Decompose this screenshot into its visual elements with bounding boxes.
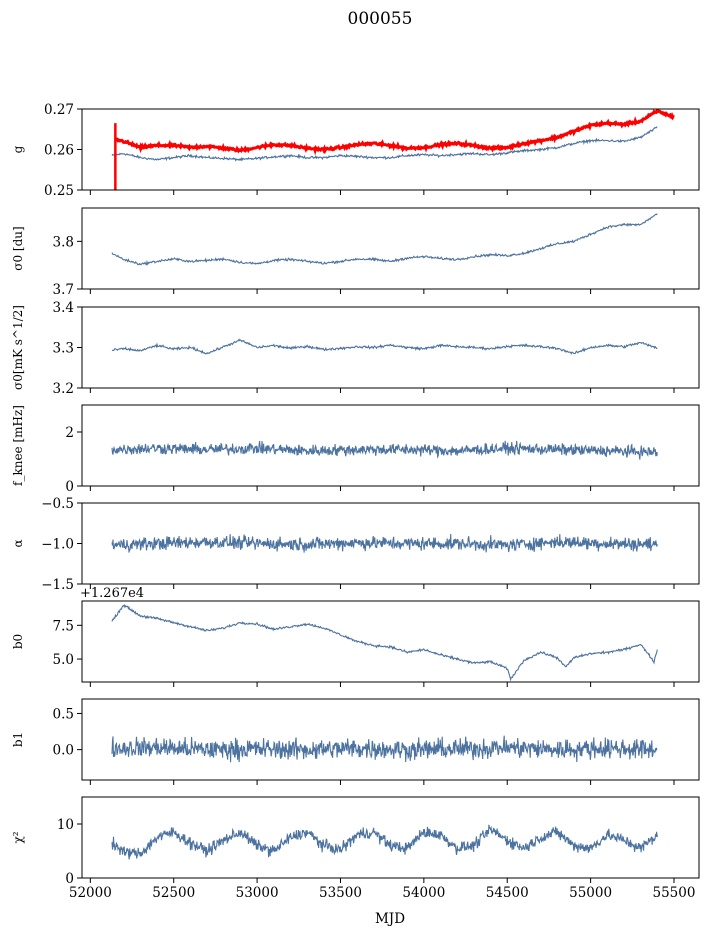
ytick-label: −0.5 [41, 496, 74, 512]
axes-frame [81, 698, 700, 781]
y-axis-label: χ² [11, 831, 25, 843]
subplot-4: 0 2 f_knee [mHz] [11, 404, 700, 495]
series-line [111, 735, 658, 763]
ytick-label: 0.26 [44, 143, 74, 159]
series-line [111, 213, 658, 266]
axes-frame [81, 600, 700, 683]
subplot-5: −1.5 −1.0 −0.5 α [11, 496, 700, 593]
ytick-label: 3.4 [53, 300, 74, 316]
series-line [111, 533, 658, 553]
subplot-3: 3.2 3.3 3.4 σ0[mK s^1/2] [11, 300, 700, 397]
ytick-label: −1.0 [41, 537, 74, 553]
axis-offset-text: +1.267e4 [80, 586, 144, 601]
y-axis-label: f_knee [mHz] [11, 405, 25, 486]
y-axis-label: b0 [11, 634, 25, 649]
ytick-label: 3.3 [53, 341, 74, 357]
series-line [111, 824, 658, 860]
ytick-label: 10 [57, 817, 74, 833]
subplots: 0.25 0.26 0.27 g 3.7 3.8 σ0 [du] 3.2 3.3 3.4 σ0[mK… [11, 102, 700, 901]
y-axis-label: σ0 [du] [11, 226, 25, 270]
ytick-label: 3.8 [53, 234, 74, 250]
ytick-label: 0 [65, 871, 74, 887]
y-axis-label: g [11, 145, 25, 153]
ytick-label: 3.2 [53, 381, 74, 397]
ytick-label: 0.27 [44, 102, 74, 118]
series-line [111, 338, 658, 355]
xtick-label: 54500 [486, 885, 529, 901]
xtick-label: 52000 [69, 885, 112, 901]
series-line [111, 440, 658, 460]
subplot-1: 0.25 0.26 0.27 g [11, 102, 700, 199]
ytick-label: 0.5 [53, 706, 74, 722]
ytick-label: 2 [65, 425, 74, 441]
x-axis-label: MJD [375, 911, 405, 927]
subplot-2: 3.7 3.8 σ0 [du] [11, 207, 700, 298]
series-line [111, 126, 658, 162]
subplot-6: 5.0 7.5 b0 +1.267e4 [11, 586, 700, 687]
subplot-8: 0 10 52000 52500 53000 53500 54000 54500 55000 55… [11, 796, 700, 901]
y-axis-label: α [11, 539, 25, 547]
axes-frame [81, 108, 700, 191]
subplot-7: 0.0 0.5 b1 [11, 698, 700, 785]
ytick-label: 0.0 [53, 743, 74, 759]
series-line [114, 109, 675, 156]
y-axis-label: σ0[mK s^1/2] [11, 305, 25, 390]
xtick-label: 55500 [653, 885, 696, 901]
axes-frame [81, 796, 700, 879]
figure-title: 000055 [348, 9, 413, 29]
xtick-label: 53000 [236, 885, 279, 901]
ytick-label: 0 [65, 479, 74, 495]
axes-frame [81, 207, 700, 290]
series-line [111, 604, 658, 682]
y-axis-label: b1 [11, 732, 25, 747]
ytick-label: 5.0 [53, 652, 74, 668]
xtick-label: 54000 [402, 885, 445, 901]
ytick-label: 3.7 [53, 282, 74, 298]
axes-frame [81, 404, 700, 487]
ytick-label: 7.5 [53, 618, 74, 634]
xtick-label: 52500 [152, 885, 195, 901]
ytick-label: 0.25 [44, 183, 74, 199]
xtick-label: 53500 [319, 885, 362, 901]
xtick-label: 55000 [569, 885, 612, 901]
ytick-label: −1.5 [41, 577, 74, 593]
